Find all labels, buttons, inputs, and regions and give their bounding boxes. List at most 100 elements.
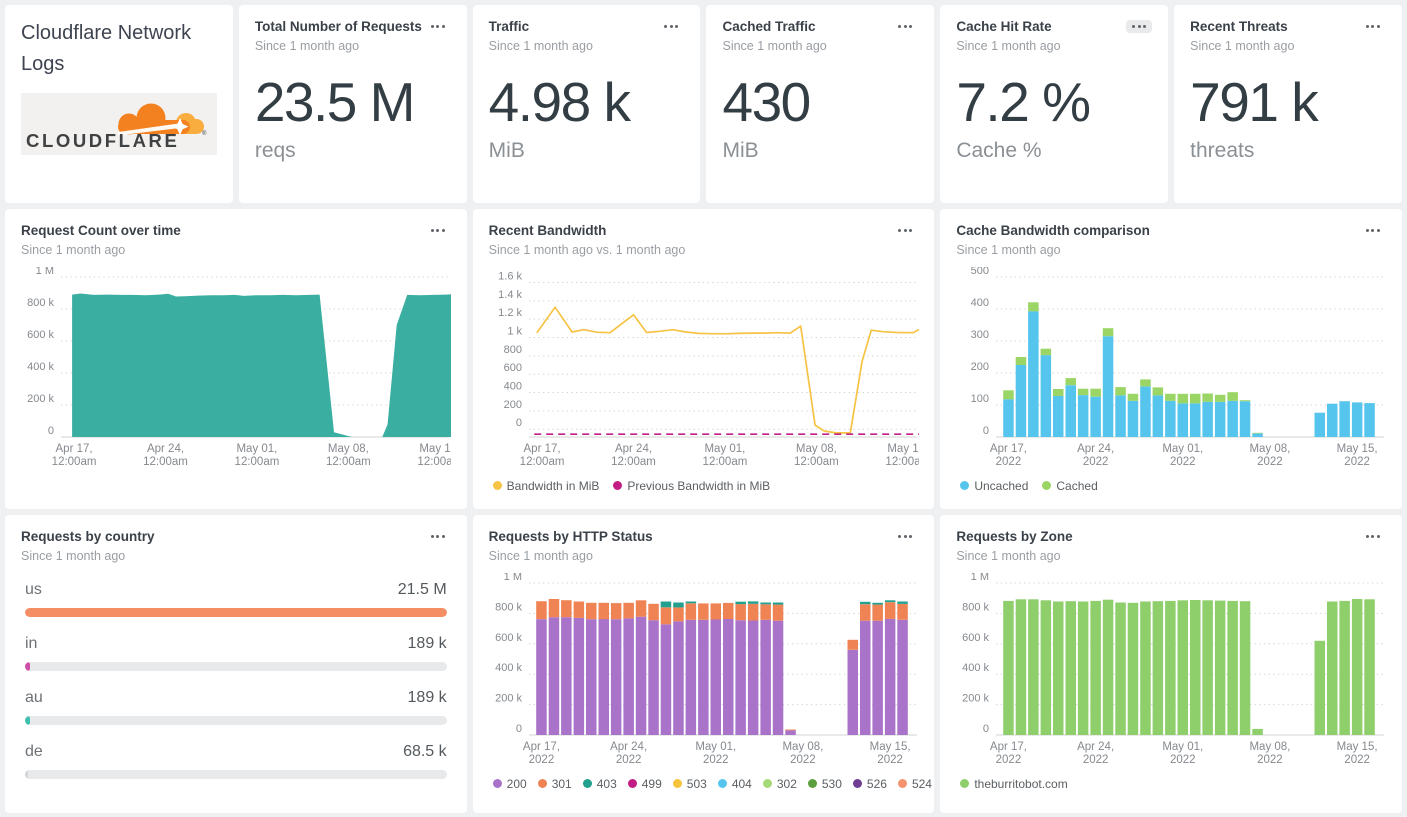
svg-text:600 k: 600 k xyxy=(962,631,989,643)
legend-dot-icon xyxy=(537,779,547,789)
more-menu-icon[interactable] xyxy=(425,20,451,33)
svg-text:12:00am: 12:00am xyxy=(611,456,656,468)
more-menu-icon[interactable] xyxy=(892,224,918,237)
chart-legend: Bandwidth in MiB Previous Bandwidth in Mi… xyxy=(489,479,919,493)
legend-item-301[interactable]: 301 xyxy=(537,777,572,791)
svg-text:2022: 2022 xyxy=(790,754,816,766)
legend-item-cached[interactable]: Cached xyxy=(1042,479,1098,493)
legend-item-530[interactable]: 530 xyxy=(807,777,842,791)
svg-text:May 15,: May 15, xyxy=(887,443,919,455)
svg-text:200 k: 200 k xyxy=(495,692,522,704)
svg-text:2022: 2022 xyxy=(1083,456,1109,468)
panel-title: Recent Threats xyxy=(1190,19,1288,34)
legend-item-499[interactable]: 499 xyxy=(627,777,662,791)
svg-text:Apr 17,: Apr 17, xyxy=(523,741,560,753)
more-menu-icon[interactable] xyxy=(892,530,918,543)
svg-text:400 k: 400 k xyxy=(962,662,989,674)
svg-text:Apr 17,: Apr 17, xyxy=(990,741,1027,753)
legend-item-524[interactable]: 524 xyxy=(897,777,932,791)
svg-text:400 k: 400 k xyxy=(495,662,522,674)
legend-dot-icon xyxy=(627,779,637,789)
legend-item-uncached[interactable]: Uncached xyxy=(960,479,1028,493)
svg-text:0: 0 xyxy=(516,723,522,735)
svg-text:2022: 2022 xyxy=(528,754,554,766)
panel-subtitle: Since 1 month ago xyxy=(254,38,360,53)
svg-text:200 k: 200 k xyxy=(27,393,54,405)
more-menu-icon[interactable] xyxy=(658,20,684,33)
svg-text:May 08,: May 08, xyxy=(796,443,837,455)
legend-item-404[interactable]: 404 xyxy=(717,777,752,791)
panel-title: Cache Bandwidth comparison xyxy=(956,223,1150,238)
svg-text:May 01,: May 01, xyxy=(704,443,745,455)
svg-text:May 08,: May 08, xyxy=(1250,443,1291,455)
svg-text:2022: 2022 xyxy=(1257,754,1283,766)
cloudflare-logo-image: CLOUDFLARE ® xyxy=(26,103,207,151)
legend-item-302[interactable]: 302 xyxy=(762,777,797,791)
more-menu-icon[interactable] xyxy=(1360,224,1386,237)
svg-text:Apr 17,: Apr 17, xyxy=(990,443,1027,455)
svg-text:0: 0 xyxy=(983,723,989,735)
country-bar-fill xyxy=(25,715,31,725)
panel-traffic: Traffic Since 1 month ago 4.98 k MiB xyxy=(472,5,701,203)
more-menu-icon[interactable] xyxy=(1360,20,1386,33)
more-menu-icon[interactable] xyxy=(425,224,451,237)
svg-text:May 08,: May 08, xyxy=(782,741,823,753)
country-bar-list: us 21.5 M in 189 k au 189 k de 68.5 k xyxy=(21,581,451,779)
svg-text:May 01,: May 01, xyxy=(236,443,277,455)
legend-dot-icon xyxy=(960,481,970,491)
legend-item-theburritobot-com[interactable]: theburritobot.com xyxy=(960,777,1068,791)
legend-dot-icon xyxy=(492,481,502,491)
panel-title: Requests by HTTP Status xyxy=(488,529,653,544)
svg-text:2022: 2022 xyxy=(615,754,641,766)
panel-recent-threats: Recent Threats Since 1 month ago 791 k t… xyxy=(1174,5,1402,203)
chart-legend: theburritobot.com xyxy=(956,777,1386,791)
svg-text:0: 0 xyxy=(516,417,522,429)
more-menu-icon[interactable] xyxy=(892,20,918,33)
svg-text:1.2 k: 1.2 k xyxy=(498,307,522,319)
svg-text:800 k: 800 k xyxy=(495,601,522,613)
country-label: au xyxy=(25,688,43,706)
legend-item-200[interactable]: 200 xyxy=(492,777,527,791)
legend-item-bandwidth-in-mib[interactable]: Bandwidth in MiB xyxy=(492,479,599,493)
svg-text:May 08,: May 08, xyxy=(1250,741,1291,753)
more-menu-icon[interactable] xyxy=(425,530,451,543)
svg-text:0: 0 xyxy=(983,425,989,437)
panel-subtitle: Since 1 month ago xyxy=(1190,38,1295,53)
more-menu-icon[interactable] xyxy=(1126,20,1153,33)
svg-text:200: 200 xyxy=(971,361,989,373)
panel-requests-by-http-status: Requests by HTTP Status Since 1 month ag… xyxy=(472,515,935,813)
panel-title: Recent Bandwidth xyxy=(488,223,607,238)
legend-item-403[interactable]: 403 xyxy=(582,777,617,791)
svg-text:12:00am: 12:00am xyxy=(702,456,747,468)
svg-text:2022: 2022 xyxy=(1257,456,1283,468)
country-bar-fill xyxy=(25,607,447,617)
stat-unit: Cache % xyxy=(956,138,1042,162)
svg-text:May 01,: May 01, xyxy=(1163,443,1204,455)
svg-text:May 15,: May 15, xyxy=(1337,741,1378,753)
country-value: 189 k xyxy=(407,688,447,706)
legend-item-526[interactable]: 526 xyxy=(852,777,887,791)
svg-text:12:00am: 12:00am xyxy=(885,456,919,468)
legend-item-503[interactable]: 503 xyxy=(672,777,707,791)
country-bar-track xyxy=(25,607,447,617)
svg-text:12:00am: 12:00am xyxy=(143,456,188,468)
svg-text:0: 0 xyxy=(48,425,54,437)
country-label: de xyxy=(25,742,43,760)
more-menu-icon[interactable] xyxy=(1360,530,1386,543)
svg-text:Apr 17,: Apr 17, xyxy=(523,443,560,455)
country-bar-track xyxy=(25,661,447,671)
svg-text:800: 800 xyxy=(503,343,521,355)
legend-item-previous-bandwidth-in-mib[interactable]: Previous Bandwidth in MiB xyxy=(613,479,770,493)
legend-dot-icon xyxy=(717,779,727,789)
legend-dot-icon xyxy=(582,779,592,789)
panel-subtitle: Since 1 month ago xyxy=(956,38,1061,53)
stat-value: 791 k xyxy=(1190,70,1319,133)
country-row-us: us 21.5 M xyxy=(21,581,451,617)
